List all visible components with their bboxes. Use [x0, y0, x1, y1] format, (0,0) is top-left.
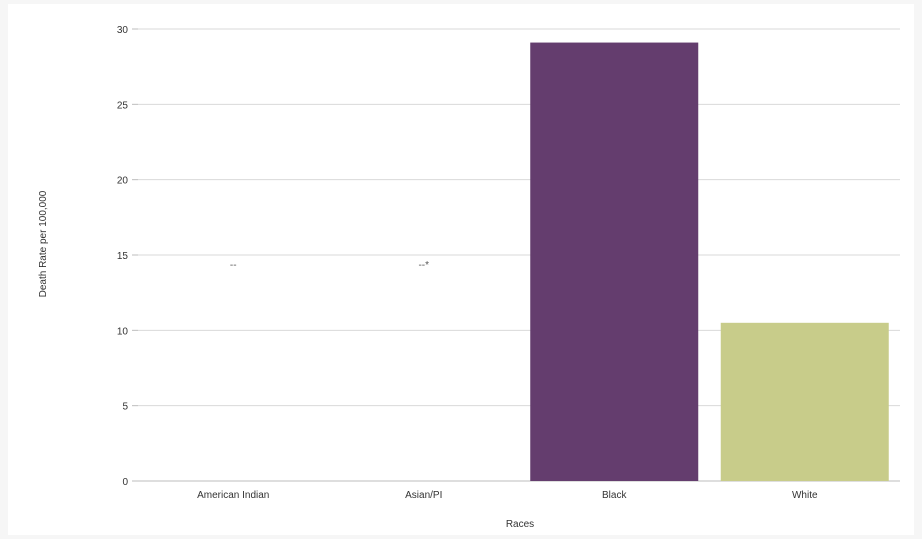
- bars: [530, 42, 889, 482]
- x-tick-label: Asian/PI: [405, 490, 442, 501]
- data-label: --: [230, 260, 237, 271]
- y-tick-label: 30: [117, 25, 129, 36]
- y-axis-title: Death Rate per 100,000: [38, 190, 49, 297]
- chart-panel: -- --* 0 5 10 15 20 25 30 American Indian Asian/…: [8, 4, 914, 535]
- y-axis-ticks: 0 5 10 15 20 25 30: [117, 25, 138, 488]
- x-axis-title: Races: [506, 519, 534, 530]
- gridlines: [138, 28, 900, 482]
- data-labels: -- --*: [230, 260, 429, 271]
- x-tick-label: Black: [602, 490, 627, 501]
- y-tick-label: 15: [117, 251, 129, 262]
- y-tick-label: 5: [122, 402, 128, 413]
- y-tick-label: 20: [117, 176, 129, 187]
- y-tick-label: 25: [117, 100, 129, 111]
- bar-chart: -- --* 0 5 10 15 20 25 30 American Indian Asian/…: [38, 25, 900, 530]
- y-tick-label: 10: [117, 326, 129, 337]
- data-label: --*: [418, 260, 429, 271]
- bar-white: [720, 322, 889, 481]
- x-axis-ticks: American Indian Asian/PI Black White: [197, 490, 818, 501]
- bar-black: [530, 42, 699, 482]
- x-tick-label: American Indian: [197, 490, 269, 501]
- y-tick-label: 0: [122, 477, 128, 488]
- x-tick-label: White: [792, 490, 818, 501]
